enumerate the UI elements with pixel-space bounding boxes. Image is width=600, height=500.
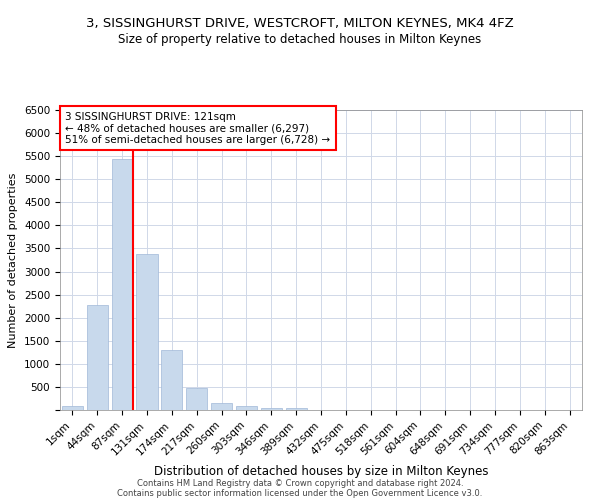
Bar (236, 406, 257, 410)
Text: Size of property relative to detached houses in Milton Keynes: Size of property relative to detached ho… (118, 32, 482, 46)
Y-axis label: Number of detached properties: Number of detached properties (8, 172, 19, 348)
Text: 3, SISSINGHURST DRIVE, WESTCROFT, MILTON KEYNES, MK4 4FZ: 3, SISSINGHURST DRIVE, WESTCROFT, MILTON… (86, 18, 514, 30)
Bar (112, 160, 133, 410)
Text: Contains HM Land Registry data © Crown copyright and database right 2024.: Contains HM Land Registry data © Crown c… (137, 478, 463, 488)
Text: Contains public sector information licensed under the Open Government Licence v3: Contains public sector information licen… (118, 488, 482, 498)
Bar (211, 402, 232, 410)
Bar (186, 388, 207, 410)
Bar (286, 408, 307, 410)
Bar (261, 408, 282, 410)
Bar (136, 254, 158, 410)
Text: 3 SISSINGHURST DRIVE: 121sqm
← 48% of detached houses are smaller (6,297)
51% of: 3 SISSINGHURST DRIVE: 121sqm ← 48% of de… (65, 112, 331, 144)
Bar (87, 305, 108, 410)
X-axis label: Distribution of detached houses by size in Milton Keynes: Distribution of detached houses by size … (154, 465, 488, 478)
Bar (161, 350, 182, 410)
Bar (62, 406, 83, 410)
